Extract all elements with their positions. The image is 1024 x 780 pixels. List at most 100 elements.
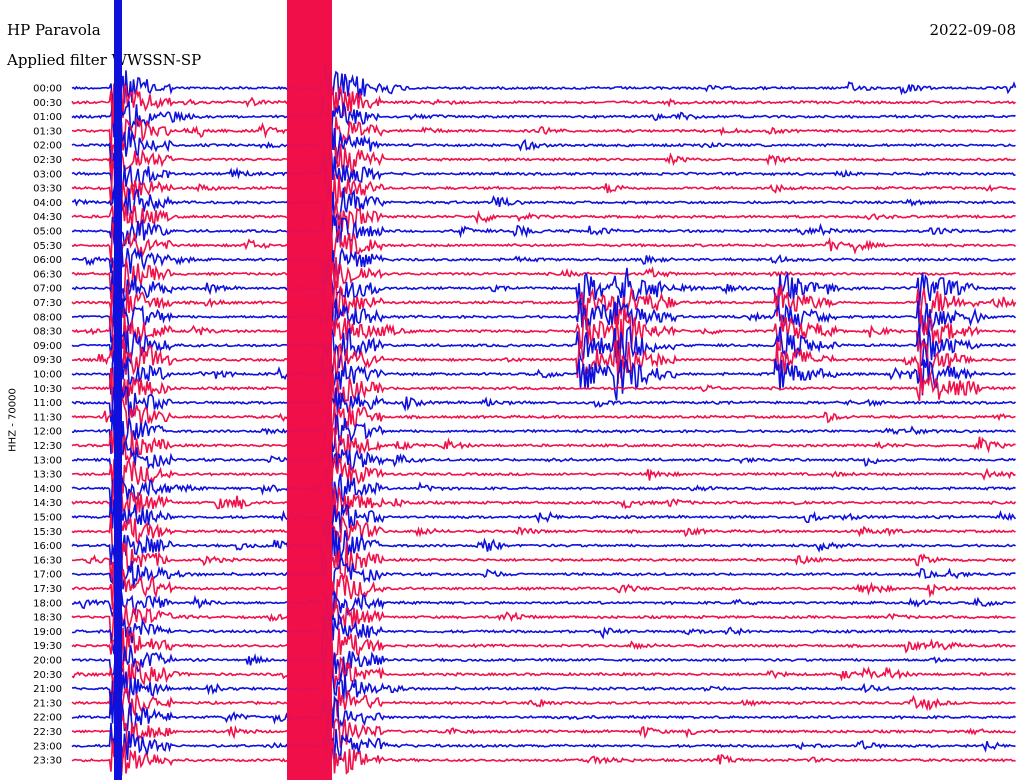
seismic-trace-0500 xyxy=(72,209,1016,250)
seismic-trace-0730 xyxy=(71,279,1017,330)
time-tick-label: 14:00 xyxy=(33,484,62,495)
filter-subtitle: Applied filter WWSSN-SP xyxy=(7,51,202,69)
seismic-trace-2300 xyxy=(71,719,1016,773)
seismic-trace-0600 xyxy=(71,241,1016,286)
time-tick-label: 09:30 xyxy=(33,355,62,366)
time-tick-label: 06:30 xyxy=(33,269,62,280)
seismic-trace-2230 xyxy=(71,710,1017,753)
seismic-trace-0830 xyxy=(71,307,1017,358)
large-event-column xyxy=(114,0,122,780)
time-tick-label: 13:30 xyxy=(33,470,62,481)
seismic-trace-0030 xyxy=(71,76,1017,128)
seismic-trace-0400 xyxy=(71,181,1016,226)
time-tick-label: 23:00 xyxy=(33,741,62,752)
seismic-trace-0700 xyxy=(71,267,1017,309)
seismic-trace-1100 xyxy=(71,374,1017,427)
time-tick-label: 15:00 xyxy=(33,513,62,524)
seismic-trace-1000 xyxy=(71,350,1016,401)
seismic-trace-2030 xyxy=(71,655,1016,699)
time-tick-label: 17:00 xyxy=(33,570,62,581)
seismic-trace-1500 xyxy=(71,495,1017,540)
time-tick-label: 18:00 xyxy=(33,598,62,609)
time-tick-label: 15:30 xyxy=(33,527,62,538)
time-tick-label: 20:00 xyxy=(33,656,62,667)
time-tick-label: 22:30 xyxy=(33,727,62,738)
time-tick-label: 19:30 xyxy=(33,641,62,652)
time-tick-label: 12:30 xyxy=(33,441,62,452)
seismic-trace-1800 xyxy=(71,590,1016,630)
seismic-trace-1530 xyxy=(71,506,1016,558)
time-tick-label: 13:00 xyxy=(33,455,62,466)
seismic-trace-1200 xyxy=(71,404,1016,455)
time-tick-label: 10:00 xyxy=(33,370,62,381)
time-tick-label: 23:30 xyxy=(33,756,62,767)
seismic-trace-2130 xyxy=(71,676,1016,722)
seismic-trace-1230 xyxy=(71,426,1016,464)
seismic-trace-0530 xyxy=(71,219,1017,272)
seismic-trace-1430 xyxy=(71,477,1017,526)
seismic-trace-0330 xyxy=(71,160,1016,214)
time-tick-label: 03:30 xyxy=(33,184,62,195)
time-tick-label: 21:30 xyxy=(33,698,62,709)
seismic-trace-1130 xyxy=(71,396,1016,438)
seismic-trace-1930 xyxy=(71,627,1016,674)
date-label: 2022-09-08 xyxy=(929,21,1016,39)
seismic-trace-1400 xyxy=(71,467,1016,515)
time-tick-label: 17:30 xyxy=(33,584,62,595)
time-tick-label: 07:00 xyxy=(33,284,62,295)
seismic-trace-0630 xyxy=(71,256,1016,300)
seismic-trace-1330 xyxy=(71,448,1016,494)
seismic-trace-0200 xyxy=(71,121,1016,173)
time-tick-label: 18:30 xyxy=(33,613,62,624)
seismic-trace-1300 xyxy=(71,440,1017,484)
time-tick-label: 04:00 xyxy=(33,198,62,209)
seismic-trace-0930 xyxy=(71,333,1016,386)
time-tick-label: 14:30 xyxy=(33,498,62,509)
seismic-trace-2330 xyxy=(71,740,1016,780)
time-tick-label: 04:30 xyxy=(33,212,62,223)
seismic-trace-0900 xyxy=(71,323,1017,369)
time-tick-label: 22:00 xyxy=(33,713,62,724)
seismic-trace-1730 xyxy=(71,562,1017,610)
time-tick-label: 20:30 xyxy=(33,670,62,681)
seismic-trace-2200 xyxy=(71,691,1016,735)
seismic-trace-1830 xyxy=(71,594,1016,644)
time-tick-label: 05:00 xyxy=(33,227,62,238)
time-tick-label: 08:00 xyxy=(33,312,62,323)
time-tick-label: 11:30 xyxy=(33,412,62,423)
time-tick-label: 06:00 xyxy=(33,255,62,266)
time-tick-label: 19:00 xyxy=(33,627,62,638)
time-tick-label: 03:00 xyxy=(33,169,62,180)
time-tick-label: 05:30 xyxy=(33,241,62,252)
seismic-trace-0100 xyxy=(71,94,1016,139)
time-tick-label: 00:00 xyxy=(33,84,62,95)
seismic-trace-1600 xyxy=(71,519,1016,571)
time-tick-label: 11:00 xyxy=(33,398,62,409)
time-tick-label: 02:00 xyxy=(33,141,62,152)
time-tick-label: 09:00 xyxy=(33,341,62,352)
time-tick-label: 00:30 xyxy=(33,98,62,109)
time-tick-label: 21:00 xyxy=(33,684,62,695)
time-tick-label: 01:30 xyxy=(33,126,62,137)
seismic-trace-0130 xyxy=(71,104,1016,158)
seismic-trace-1030 xyxy=(71,366,1016,413)
seismic-trace-1700 xyxy=(71,549,1016,598)
seismic-trace-2000 xyxy=(71,633,1016,682)
time-tick-label: 16:30 xyxy=(33,555,62,566)
time-tick-label: 12:00 xyxy=(33,427,62,438)
station-title: HP Paravola xyxy=(7,21,101,39)
time-tick-label: 08:30 xyxy=(33,327,62,338)
seismic-trace-0230 xyxy=(71,129,1016,180)
seismic-trace-1900 xyxy=(71,612,1016,655)
seismic-trace-0800 xyxy=(71,292,1017,343)
time-tick-label: 02:30 xyxy=(33,155,62,166)
time-tick-label: 10:30 xyxy=(33,384,62,395)
time-tick-label: 07:30 xyxy=(33,298,62,309)
seismic-trace-1630 xyxy=(71,532,1016,582)
seismic-trace-2100 xyxy=(71,666,1016,715)
time-tick-label: 01:00 xyxy=(33,112,62,123)
saturated-signal-band-overlay xyxy=(287,0,332,780)
seismic-trace-0300 xyxy=(71,152,1016,201)
seismic-trace-0430 xyxy=(71,186,1016,236)
